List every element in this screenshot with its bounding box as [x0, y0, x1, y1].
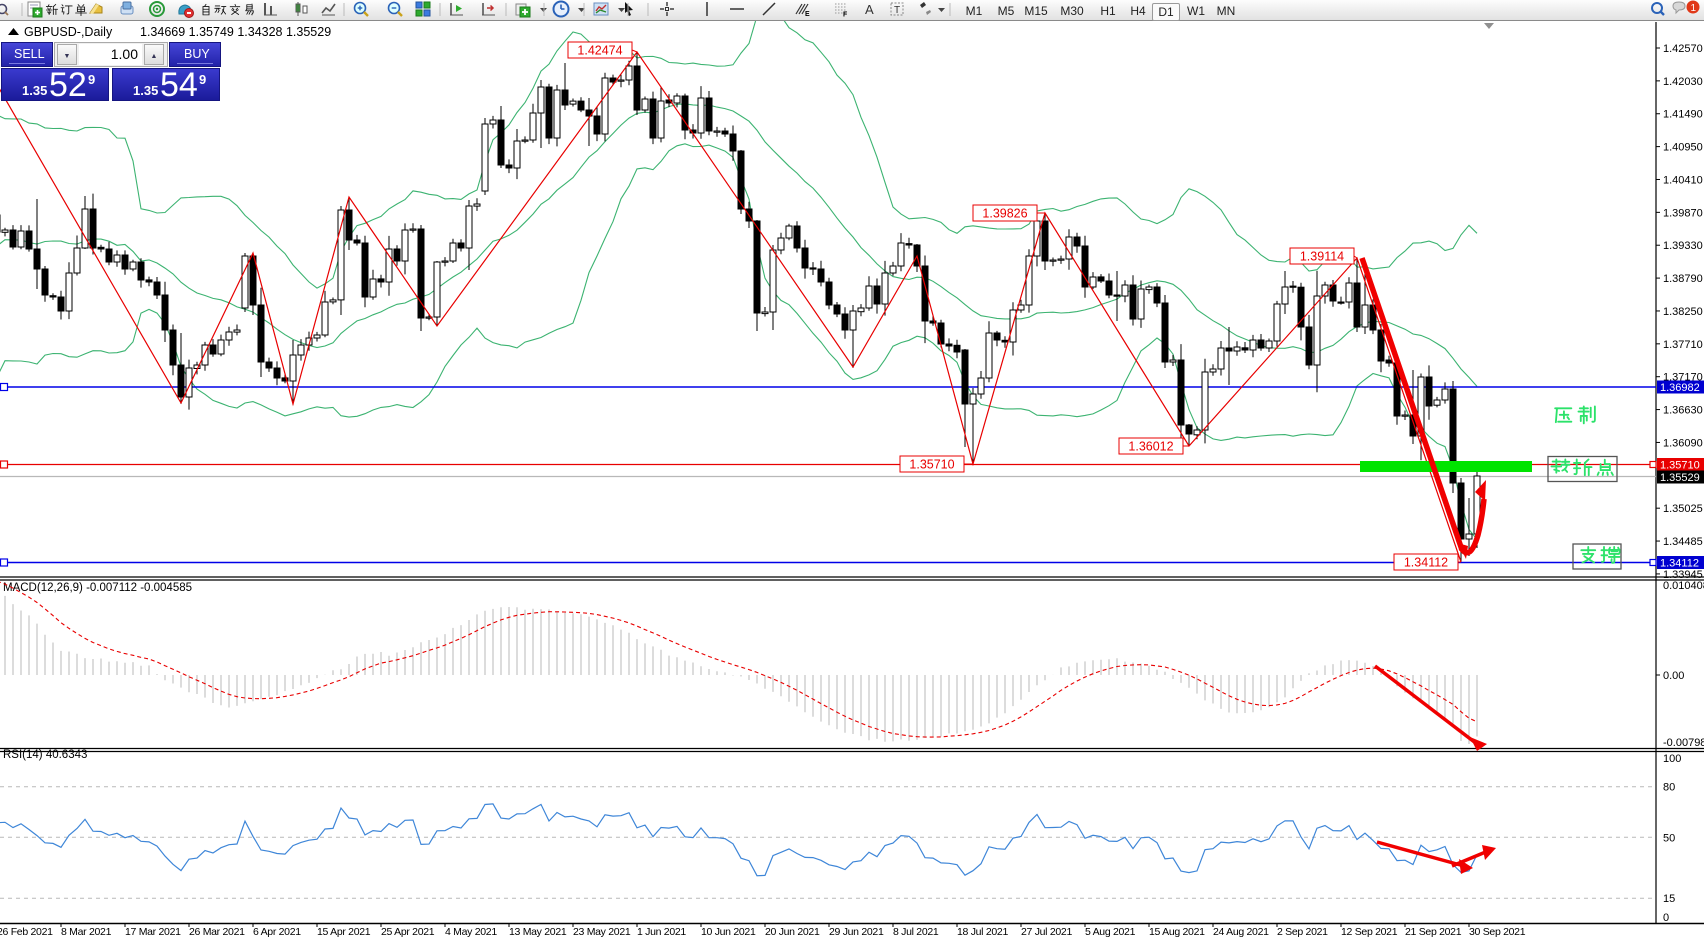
svg-text:2 Sep 2021: 2 Sep 2021 [1277, 926, 1328, 938]
svg-text:MACD(12,26,9) -0.007112 -0.004: MACD(12,26,9) -0.007112 -0.004585 [3, 582, 192, 594]
svg-text:1.42570: 1.42570 [1663, 43, 1703, 55]
svg-text:1.39826: 1.39826 [982, 207, 1027, 221]
svg-text:1.35710: 1.35710 [909, 458, 954, 472]
svg-text:1.34669 1.35749 1.34328 1.3552: 1.34669 1.35749 1.34328 1.35529 [140, 25, 331, 39]
svg-text:0.010408: 0.010408 [1663, 580, 1704, 592]
svg-text:1.38790: 1.38790 [1663, 273, 1703, 285]
svg-text:1.41490: 1.41490 [1663, 109, 1703, 121]
svg-text:1: 1 [1691, 3, 1697, 14]
svg-text:8 Mar 2021: 8 Mar 2021 [61, 926, 112, 938]
svg-text:1.34112: 1.34112 [1404, 556, 1448, 570]
svg-text:25 Apr 2021: 25 Apr 2021 [381, 926, 435, 938]
svg-text:30 Sep 2021: 30 Sep 2021 [1469, 926, 1526, 938]
svg-text:1.40950: 1.40950 [1663, 142, 1703, 154]
svg-text:50: 50 [1663, 832, 1675, 844]
svg-text:1.36012: 1.36012 [1128, 440, 1173, 454]
svg-text:1.42030: 1.42030 [1663, 76, 1703, 88]
svg-text:1.34485: 1.34485 [1663, 536, 1703, 548]
svg-text:1.35529: 1.35529 [1660, 472, 1700, 484]
svg-text:15 Apr 2021: 15 Apr 2021 [317, 926, 371, 938]
svg-text:1.36090: 1.36090 [1663, 437, 1703, 449]
svg-text:1.38250: 1.38250 [1663, 306, 1703, 318]
svg-text:1.35710: 1.35710 [1660, 460, 1700, 472]
svg-text:1.39114: 1.39114 [1300, 250, 1344, 264]
svg-text:6 Apr 2021: 6 Apr 2021 [253, 926, 301, 938]
svg-text:12 Sep 2021: 12 Sep 2021 [1341, 926, 1398, 938]
svg-text:1.36982: 1.36982 [1660, 382, 1700, 394]
svg-text:26 Mar 2021: 26 Mar 2021 [189, 926, 245, 938]
svg-text:1.36630: 1.36630 [1663, 405, 1703, 417]
svg-text:23 May 2021: 23 May 2021 [573, 926, 631, 938]
svg-text:1.39870: 1.39870 [1663, 207, 1703, 219]
svg-text:1.42474: 1.42474 [577, 44, 622, 58]
svg-text:E: E [805, 11, 810, 18]
svg-text:T: T [894, 5, 900, 16]
svg-text:1.33945: 1.33945 [1663, 569, 1703, 581]
svg-text:0.00: 0.00 [1663, 670, 1684, 682]
svg-text:26 Feb 2021: 26 Feb 2021 [0, 926, 53, 938]
svg-text:21 Sep 2021: 21 Sep 2021 [1405, 926, 1462, 938]
svg-text:1.35025: 1.35025 [1663, 503, 1703, 515]
svg-text:-0.007985: -0.007985 [1663, 737, 1704, 749]
svg-text:1.34112: 1.34112 [1660, 558, 1699, 570]
svg-text:5 Aug 2021: 5 Aug 2021 [1085, 926, 1136, 938]
svg-text:A: A [865, 2, 874, 17]
svg-text:15: 15 [1663, 893, 1675, 905]
svg-text:18 Jul 2021: 18 Jul 2021 [957, 926, 1008, 938]
svg-text:1.39330: 1.39330 [1663, 240, 1703, 252]
svg-text:20 Jun 2021: 20 Jun 2021 [765, 926, 820, 938]
svg-text:80: 80 [1663, 782, 1675, 794]
svg-text:15 Aug 2021: 15 Aug 2021 [1149, 926, 1205, 938]
svg-text:8 Jul 2021: 8 Jul 2021 [893, 926, 939, 938]
svg-text:0: 0 [1663, 912, 1669, 924]
svg-text:1.37710: 1.37710 [1663, 339, 1703, 351]
svg-text:100: 100 [1663, 753, 1681, 765]
svg-text:24 Aug 2021: 24 Aug 2021 [1213, 926, 1269, 938]
svg-text:RSI(14) 40.6343: RSI(14) 40.6343 [3, 749, 87, 761]
svg-text:GBPUSD-,Daily: GBPUSD-,Daily [24, 25, 113, 39]
svg-text:10 Jun 2021: 10 Jun 2021 [701, 926, 756, 938]
svg-text:1 Jun 2021: 1 Jun 2021 [637, 926, 686, 938]
svg-text:13 May 2021: 13 May 2021 [509, 926, 567, 938]
svg-text:1.40410: 1.40410 [1663, 174, 1703, 186]
svg-text:17 Mar 2021: 17 Mar 2021 [125, 926, 181, 938]
svg-text:4 May 2021: 4 May 2021 [445, 926, 497, 938]
svg-text:27 Jul 2021: 27 Jul 2021 [1021, 926, 1072, 938]
svg-text:F: F [843, 12, 848, 19]
svg-text:29 Jun 2021: 29 Jun 2021 [829, 926, 884, 938]
